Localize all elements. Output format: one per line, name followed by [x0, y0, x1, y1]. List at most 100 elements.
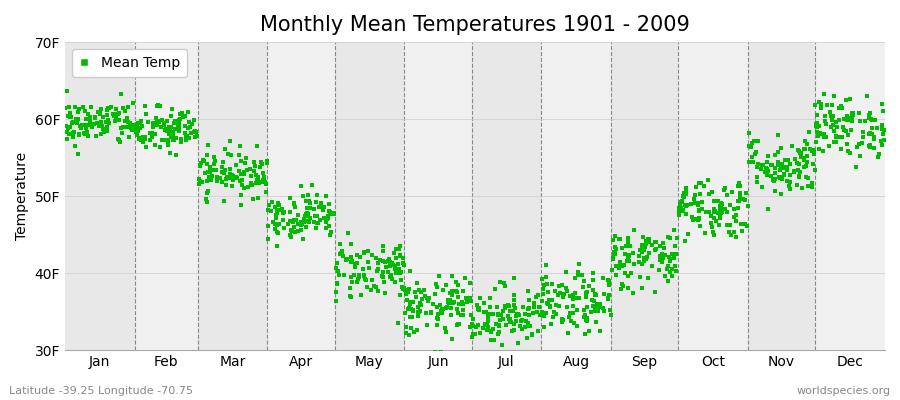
Point [780, 157, 795, 163]
Point [356, 272, 371, 278]
Point [499, 304, 513, 311]
Point [164, 112, 178, 119]
Point [129, 124, 143, 130]
Point [429, 283, 444, 290]
Point [336, 253, 350, 259]
Point [611, 236, 625, 242]
Point [162, 131, 176, 138]
Point [429, 304, 444, 310]
Point [741, 203, 755, 209]
Point [99, 118, 113, 125]
Point [299, 198, 313, 204]
Point [84, 104, 98, 110]
Point [150, 122, 165, 128]
Point [568, 295, 582, 301]
Point [864, 125, 878, 131]
Point [376, 242, 391, 249]
Point [288, 204, 302, 210]
Point [465, 334, 480, 340]
Point [381, 269, 395, 275]
Point [388, 279, 402, 286]
Point [750, 179, 764, 186]
Point [798, 163, 813, 170]
Point [83, 118, 97, 124]
Point [615, 244, 629, 251]
Point [223, 152, 238, 158]
Point [249, 177, 264, 184]
Point [194, 163, 208, 170]
Point [283, 209, 297, 216]
Point [369, 255, 383, 262]
Point [504, 319, 518, 326]
Point [434, 349, 448, 356]
Point [291, 228, 305, 234]
Point [188, 133, 202, 140]
Point [581, 328, 596, 334]
Point [608, 262, 623, 269]
Point [844, 126, 859, 133]
Point [353, 254, 367, 260]
Point [729, 234, 743, 240]
Point [540, 281, 554, 288]
Point [797, 156, 812, 163]
Point [713, 204, 727, 210]
Point [301, 210, 315, 217]
Point [180, 133, 194, 139]
Point [231, 168, 246, 174]
Point [349, 252, 364, 258]
Point [793, 168, 807, 175]
Point [580, 289, 595, 295]
Point [417, 287, 431, 293]
Point [466, 323, 481, 329]
Point [714, 210, 728, 216]
Point [802, 128, 816, 135]
Point [809, 121, 824, 127]
Point [270, 207, 284, 214]
Point [100, 127, 114, 134]
Point [878, 126, 892, 133]
Point [824, 113, 839, 120]
Point [107, 112, 122, 118]
Point [482, 294, 497, 301]
Point [678, 238, 692, 244]
Point [152, 102, 166, 109]
Point [158, 126, 172, 133]
Point [230, 162, 244, 169]
Point [130, 132, 144, 138]
Point [328, 298, 343, 304]
Point [621, 258, 635, 264]
Point [671, 205, 686, 211]
Point [269, 243, 284, 249]
Point [88, 114, 103, 121]
Point [692, 214, 706, 221]
Point [78, 122, 93, 128]
Point [60, 136, 75, 142]
Point [284, 227, 298, 233]
Point [217, 198, 231, 205]
Point [429, 322, 444, 328]
Point [834, 134, 849, 140]
Point [385, 260, 400, 266]
Point [444, 312, 458, 318]
Point [446, 299, 461, 305]
Point [294, 227, 309, 233]
Point [130, 120, 145, 126]
Point [750, 174, 764, 180]
Point [186, 116, 201, 123]
Point [300, 205, 314, 212]
Point [734, 220, 749, 227]
Point [378, 264, 392, 270]
Point [59, 123, 74, 129]
Point [742, 130, 756, 136]
Point [151, 102, 166, 108]
Point [261, 223, 275, 230]
Point [382, 256, 397, 262]
Point [826, 113, 841, 120]
Point [493, 317, 508, 323]
Point [713, 213, 727, 219]
Point [567, 320, 581, 326]
Point [101, 104, 115, 111]
Point [702, 208, 716, 215]
Point [472, 305, 486, 312]
Point [145, 129, 159, 136]
